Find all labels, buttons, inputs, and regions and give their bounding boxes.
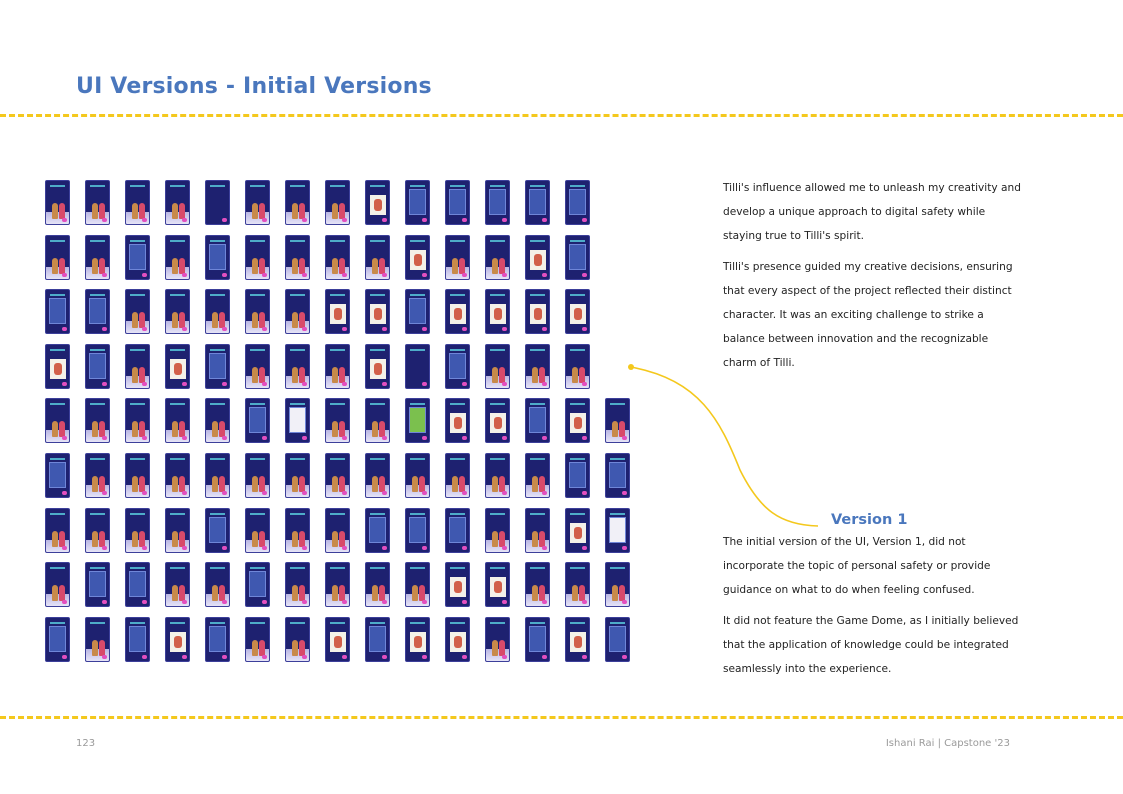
connector-curve [631, 367, 818, 526]
intro-paragraph-1: Tilli's influence allowed me to unleash … [723, 176, 1023, 248]
footer-credit: Ishani Rai | Capstone '23 [886, 738, 1010, 749]
version-paragraph-2: It did not feature the Game Dome, as I i… [723, 609, 1023, 681]
intro-text: Tilli's influence allowed me to unleash … [723, 176, 1023, 382]
intro-paragraph-2: Tilli's presence guided my creative deci… [723, 255, 1023, 375]
bottom-dashed-divider [0, 716, 1123, 719]
version-label: Version 1 [831, 512, 907, 528]
version-paragraph-1: The initial version of the UI, Version 1… [723, 530, 1023, 602]
page-number: 123 [76, 738, 95, 749]
version-text: The initial version of the UI, Version 1… [723, 530, 1023, 688]
